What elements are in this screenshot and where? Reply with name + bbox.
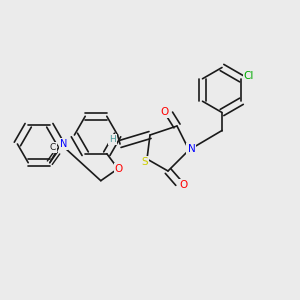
- Text: H: H: [109, 135, 116, 144]
- Text: C: C: [50, 143, 56, 152]
- Text: N: N: [60, 139, 67, 149]
- Text: N: N: [188, 144, 195, 154]
- Text: O: O: [115, 164, 123, 174]
- Text: Cl: Cl: [244, 71, 254, 81]
- Text: O: O: [179, 180, 188, 190]
- Text: O: O: [160, 106, 168, 117]
- Text: S: S: [141, 157, 148, 167]
